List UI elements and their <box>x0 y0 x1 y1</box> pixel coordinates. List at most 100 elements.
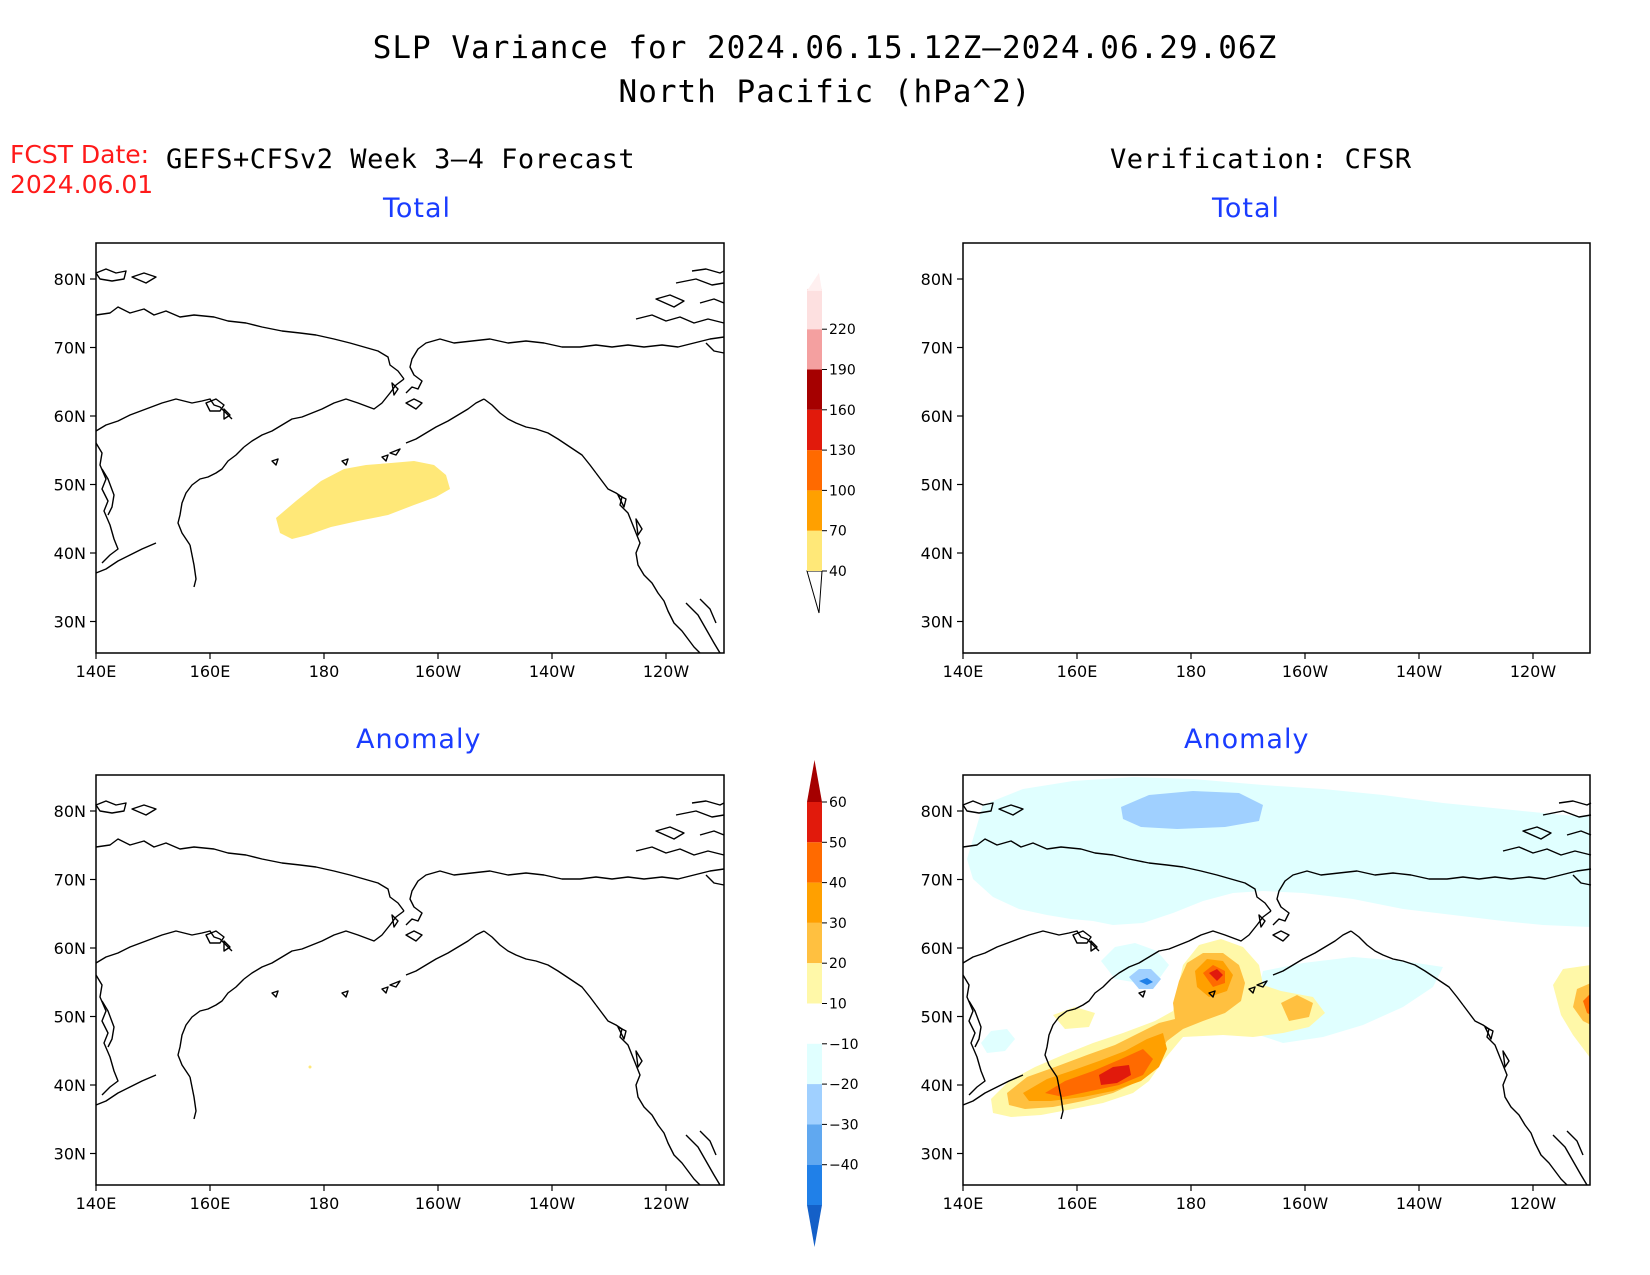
lat-tick-label: 50N <box>54 1008 86 1027</box>
bottom-right-panel-title: Anomaly <box>1184 724 1310 755</box>
anomaly-colorbar-segment <box>807 1043 822 1085</box>
lat-tick-label: 40N <box>54 1076 86 1095</box>
lat-tick-label: 70N <box>54 871 86 890</box>
anomaly-contour-plus40 <box>1045 1049 1153 1097</box>
verification-total-variance-contour-70 <box>1055 429 1241 561</box>
total-colorbar-segment <box>807 369 822 410</box>
top-right-panel-title: Total <box>1212 193 1281 224</box>
total-colorbar-label: 130 <box>829 443 856 459</box>
total-colorbar-label: 100 <box>829 483 856 499</box>
lat-tick-label: 60N <box>54 407 86 426</box>
top-right-total-map <box>963 269 1591 653</box>
lon-tick-label: 140W <box>1396 1194 1443 1213</box>
total-colorbar-label: 40 <box>829 564 847 580</box>
anomaly-colorbar-segment <box>807 922 822 964</box>
lat-tick-label: 80N <box>54 270 86 289</box>
forecast-total-variance-contour-40 <box>276 461 450 539</box>
lat-tick-label: 40N <box>921 1076 953 1095</box>
lat-tick-label: 50N <box>921 476 953 495</box>
anomaly-contour-plus10-small <box>1053 1007 1095 1029</box>
verification-heading: Verification: CFSR <box>1110 144 1412 175</box>
total-colorbar-segment <box>807 530 822 571</box>
lon-tick-label: 140W <box>1396 662 1443 681</box>
anomaly-colorbar-label: −10 <box>829 1037 859 1053</box>
lon-tick-label: 160E <box>1057 662 1098 681</box>
top-left-frame <box>95 242 725 654</box>
lon-tick-label: 180 <box>309 662 340 681</box>
lat-tick-label: 50N <box>921 1008 953 1027</box>
lon-tick-label: 140W <box>529 662 576 681</box>
total-colorbar-lower-tip <box>806 570 823 614</box>
lon-tick-label: 140E <box>76 662 117 681</box>
anomaly-colorbar-label: −20 <box>829 1077 859 1093</box>
figure-subtitle: North Pacific (hPa^2) <box>618 74 1032 110</box>
lon-tick-label: 180 <box>309 1194 340 1213</box>
anomaly-colorbar-upper-tip <box>807 760 822 802</box>
anomaly-contour-minus20-arctic <box>1121 791 1263 829</box>
verification-total-variance-east-edge <box>1567 425 1591 501</box>
lat-tick-label: 40N <box>54 544 86 563</box>
total-colorbar-segment <box>807 329 822 370</box>
anomaly-contour-plus20-east <box>1281 995 1313 1021</box>
lat-tick-label: 70N <box>54 339 86 358</box>
lat-tick-label: 80N <box>921 802 953 821</box>
anomaly-contour-plus40-eastedge <box>1583 994 1590 1015</box>
total-colorbar-label: 190 <box>829 363 856 379</box>
top-right-frame <box>962 242 1591 654</box>
lat-tick-label: 80N <box>54 802 86 821</box>
anomaly-contour-plus20 <box>1007 953 1245 1109</box>
anomaly-colorbar-segment <box>807 963 822 1004</box>
anomaly-colorbar-label: 10 <box>829 997 847 1013</box>
lat-tick-label: 30N <box>921 1145 953 1164</box>
bottom-right-anomaly-map <box>962 777 1592 1186</box>
lon-tick-label: 140W <box>529 1194 576 1213</box>
anomaly-colorbar-label: −40 <box>829 1158 859 1174</box>
anomaly-colorbar: 60 50 40 30 20 10 −10 −20 −30 −40 <box>807 760 859 1247</box>
anomaly-colorbar-label: 30 <box>829 916 847 932</box>
anomaly-colorbar-segment <box>807 842 822 883</box>
anomaly-contour-plus30-eastedge <box>1573 983 1590 1025</box>
total-colorbar-label: 220 <box>829 322 856 338</box>
total-colorbar-label: 160 <box>829 403 856 419</box>
total-colorbar-segment <box>807 409 822 451</box>
lon-tick-label: 120W <box>643 662 690 681</box>
top-left-total-map <box>95 268 725 654</box>
total-colorbar: 40 70 100 130 160 190 220 <box>806 272 856 614</box>
lon-tick-label: 160E <box>1057 1194 1098 1213</box>
lat-tick-label: 50N <box>54 476 86 495</box>
fcst-date-label: FCST Date: <box>10 140 150 169</box>
lon-tick-label: 180 <box>1176 1194 1207 1213</box>
fcst-date-value: 2024.06.01 <box>10 170 154 199</box>
bottom-right-frame <box>962 774 1591 1186</box>
lon-tick-label: 120W <box>643 1194 690 1213</box>
lon-tick-label: 120W <box>1510 1194 1557 1213</box>
lat-tick-label: 30N <box>921 613 953 632</box>
anomaly-colorbar-label: 60 <box>829 795 847 811</box>
anomaly-contour-minus10-west <box>981 1029 1015 1053</box>
lat-tick-label: 70N <box>921 871 953 890</box>
anomaly-colorbar-segment <box>807 1084 822 1125</box>
anomaly-colorbar-segment <box>807 802 822 843</box>
lat-tick-label: 60N <box>921 939 953 958</box>
anomaly-colorbar-lower-tip <box>807 1205 822 1247</box>
lon-tick-label: 160E <box>190 662 231 681</box>
total-colorbar-segment <box>807 450 822 491</box>
verification-total-variance-contour-40 <box>999 409 1385 579</box>
top-left-panel-title: Total <box>383 193 452 224</box>
lat-tick-label: 60N <box>921 407 953 426</box>
anomaly-contour-minus30-core <box>1139 978 1153 985</box>
forecast-heading: GEFS+CFSv2 Week 3–4 Forecast <box>166 144 636 175</box>
lat-tick-label: 30N <box>54 613 86 632</box>
lat-tick-label: 30N <box>54 1145 86 1164</box>
lat-tick-label: 40N <box>921 544 953 563</box>
lon-tick-label: 160W <box>415 1194 462 1213</box>
total-colorbar-segment <box>807 490 822 531</box>
bottom-left-panel-title: Anomaly <box>356 724 482 755</box>
total-colorbar-segment <box>807 288 822 330</box>
lon-tick-label: 160W <box>1282 1194 1329 1213</box>
lon-tick-label: 140E <box>943 1194 984 1213</box>
lat-tick-label: 80N <box>921 270 953 289</box>
lon-tick-label: 180 <box>1176 662 1207 681</box>
anomaly-colorbar-label: −30 <box>829 1117 859 1133</box>
